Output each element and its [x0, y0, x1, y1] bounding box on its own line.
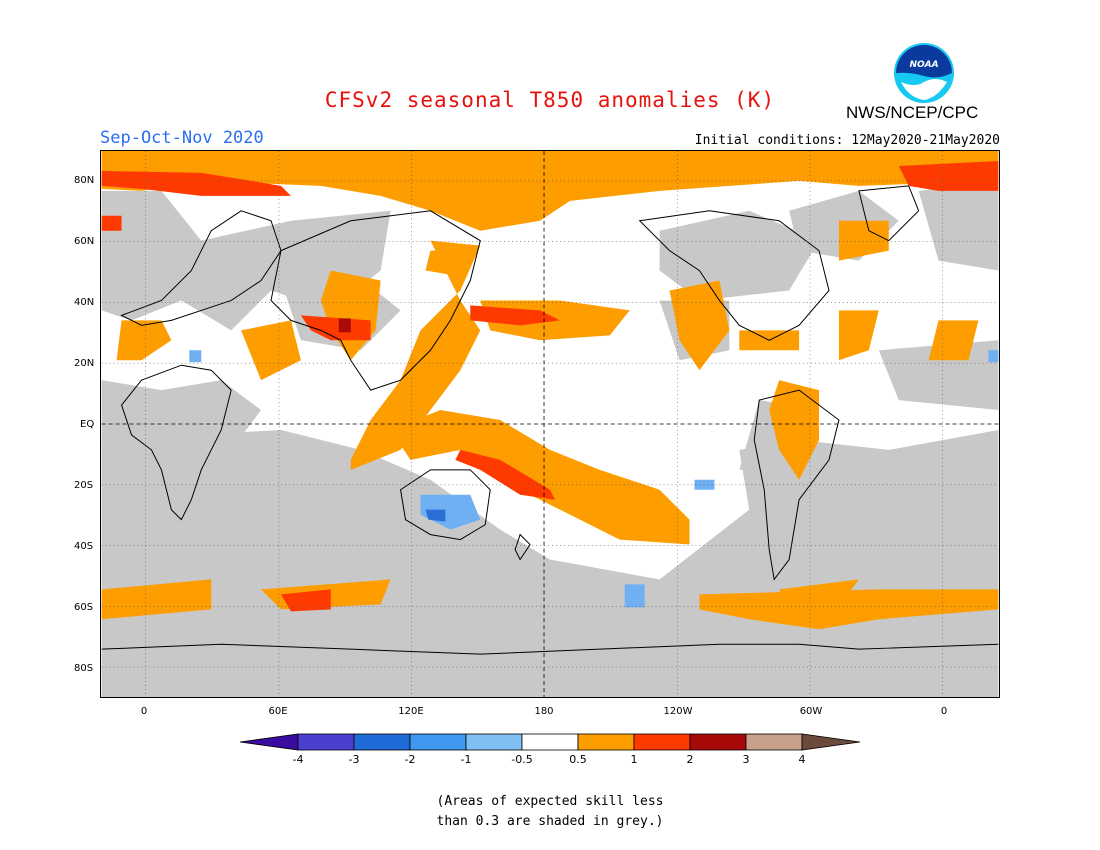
equator-dateline — [101, 151, 999, 697]
skill-note: (Areas of expected skill less than 0.3 a… — [0, 792, 1100, 832]
skill-note-line: than 0.3 are shaded in grey.) — [436, 814, 664, 829]
lat-label: 40N — [74, 297, 95, 308]
anomaly-blue-areas — [189, 350, 999, 608]
lon-label: 0 — [140, 706, 148, 717]
lat-label: 20S — [74, 480, 94, 491]
colorbar-box — [409, 733, 467, 751]
anomaly-red-areas — [101, 160, 999, 612]
lon-label: 120W — [663, 706, 693, 717]
colorbar-tick-label: 3 — [742, 753, 750, 766]
lat-label: 60S — [74, 602, 94, 613]
colorbar-tick-label: -4 — [292, 753, 304, 766]
colorbar-box — [465, 733, 523, 751]
lon-label: 60E — [268, 706, 288, 717]
noaa-logo: NOAA — [894, 43, 954, 103]
colorbar-tick-label: 2 — [686, 753, 694, 766]
colorbar-tick-label: -2 — [404, 753, 416, 766]
colorbar-box — [353, 733, 411, 751]
colorbar-tick-label: 1 — [630, 753, 638, 766]
map-title: CFSv2 seasonal T850 anomalies (K) — [324, 88, 776, 112]
lon-label: 120E — [398, 706, 424, 717]
colorbar-box — [689, 733, 747, 751]
anomaly-darkred-areas — [338, 318, 351, 333]
colorbar-tick-label: 4 — [798, 753, 806, 766]
colorbar-tick-label: -1 — [460, 753, 472, 766]
colorbar-tick-label: -0.5 — [511, 753, 533, 766]
svg-text:NOAA: NOAA — [909, 60, 938, 70]
colorbar-box — [521, 733, 579, 751]
season-label: Sep-Oct-Nov 2020 — [100, 128, 264, 148]
lat-label: EQ — [80, 419, 95, 430]
lon-label: 0 — [940, 706, 948, 717]
lat-label: 80S — [74, 663, 94, 674]
colorbar-tick-label: -3 — [348, 753, 360, 766]
lat-label: 20N — [74, 358, 95, 369]
initial-conditions: Initial conditions: 12May2020-21May2020 — [694, 133, 1000, 148]
lat-label: 40S — [74, 541, 94, 552]
colorbar — [240, 733, 860, 751]
colorbar-box — [633, 733, 691, 751]
colorbar-left-triangle — [240, 733, 299, 751]
lat-label: 80N — [74, 175, 95, 186]
grid-lines — [101, 151, 999, 697]
lat-label: 60N — [74, 236, 95, 247]
colorbar-box — [577, 733, 635, 751]
anomaly-map — [100, 150, 1000, 698]
low-skill-grey-areas — [101, 180, 999, 697]
lon-label: 180 — [534, 706, 554, 717]
colorbar-right-triangle — [801, 733, 860, 751]
lon-label: 60W — [799, 706, 823, 717]
skill-note-line: (Areas of expected skill less — [436, 794, 664, 809]
agency-label: NWS/NCEP/CPC — [846, 103, 979, 122]
coastlines — [101, 185, 999, 655]
colorbar-tick-label: 0.5 — [569, 753, 587, 766]
colorbar-box — [745, 733, 803, 751]
colorbar-box — [297, 733, 355, 751]
